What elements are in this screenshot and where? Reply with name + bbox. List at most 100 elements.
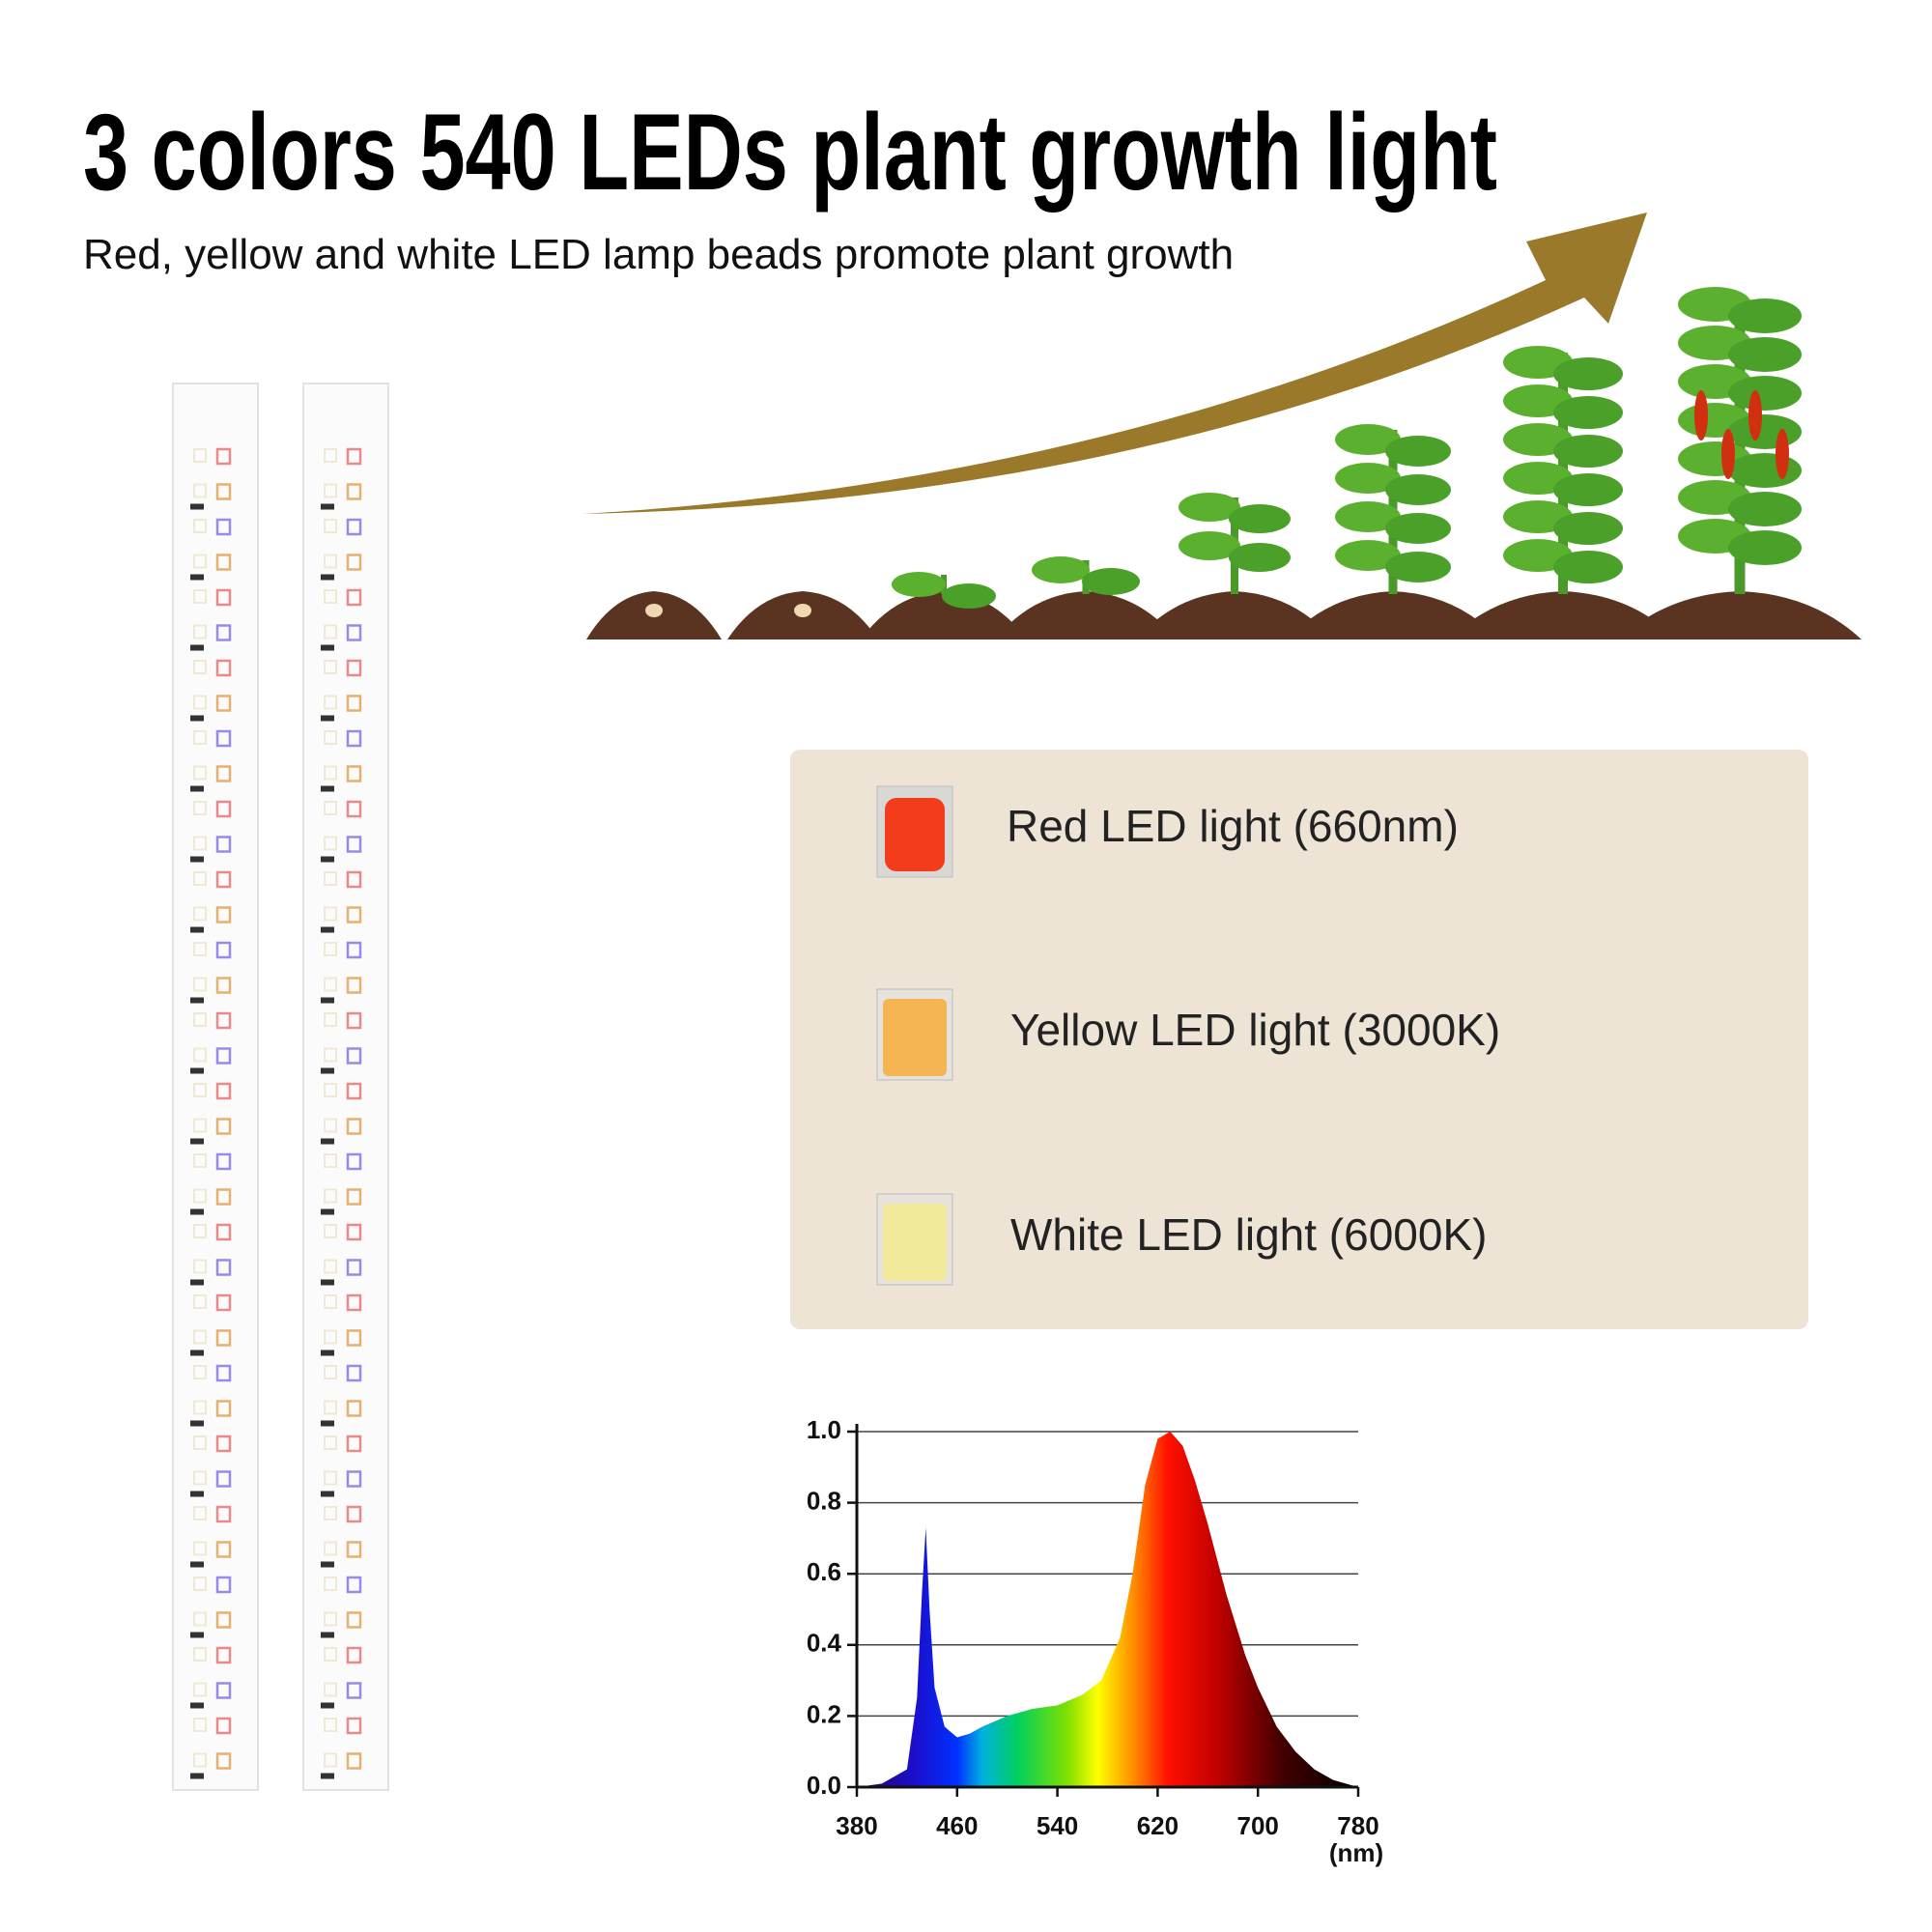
led-bead (215, 1682, 232, 1699)
led-bead (193, 1470, 207, 1486)
led-bead (324, 1153, 337, 1168)
legend-label: Yellow LED light (3000K) (1010, 1005, 1500, 1055)
resistor (190, 1067, 204, 1074)
led-icon (876, 1193, 953, 1286)
leaf (942, 583, 996, 609)
leaf (1553, 357, 1623, 390)
soil (1287, 591, 1499, 639)
led-bead (324, 942, 337, 956)
led-bead (193, 1259, 207, 1274)
led-bead (193, 1400, 207, 1415)
resistor (190, 503, 204, 510)
led-bead (215, 1505, 232, 1523)
led-bead (215, 1011, 232, 1030)
led-bead (324, 554, 337, 569)
led-bead (346, 906, 362, 923)
pepper (1721, 429, 1735, 479)
leaf (1728, 414, 1802, 449)
legend-label: White LED light (6000K) (1010, 1209, 1487, 1260)
leaf (1728, 453, 1802, 488)
x-tick-label: 540 (1037, 1811, 1078, 1840)
seed (794, 604, 811, 617)
led-bead (346, 941, 362, 959)
resistor (321, 1279, 334, 1286)
led-bead (215, 1400, 232, 1417)
led-bead (193, 836, 207, 851)
led-strips (172, 383, 389, 1791)
resistor (190, 715, 204, 722)
growth-arrow (582, 213, 1647, 514)
led-bead (324, 836, 337, 851)
led-bead (346, 1435, 362, 1453)
led-bead (346, 1082, 362, 1100)
led-bead (215, 1752, 232, 1770)
led-bead (215, 800, 232, 818)
led-bead (193, 1647, 207, 1662)
led-bead (346, 1223, 362, 1241)
led-bead (346, 447, 362, 466)
resistor (190, 1491, 204, 1497)
led-bead (215, 483, 232, 500)
led-bead (193, 624, 207, 639)
led-bead (346, 800, 362, 818)
led-bead (346, 1682, 362, 1699)
resistor (321, 785, 334, 792)
leaf (1335, 424, 1401, 455)
led-bead (324, 1259, 337, 1274)
resistor (321, 997, 334, 1004)
led-icon (876, 988, 953, 1081)
resistor (321, 1350, 334, 1356)
led-bead (193, 765, 207, 781)
led-bead (215, 624, 232, 641)
led-bead (215, 1082, 232, 1100)
led-bead (324, 1224, 337, 1238)
led-bead (215, 1717, 232, 1735)
led-bead (324, 483, 337, 498)
led-bead (346, 1470, 362, 1488)
leaf (1229, 504, 1291, 533)
leaf (1728, 376, 1802, 411)
led-bead (193, 1752, 207, 1768)
resistor (190, 1773, 204, 1779)
resistor (190, 1279, 204, 1286)
led-bead (193, 906, 207, 922)
led-icon (876, 785, 953, 878)
led-bead (324, 801, 337, 815)
led-bead (193, 730, 207, 745)
led-bead (193, 1682, 207, 1697)
led-bead (193, 1435, 207, 1450)
leaf (1032, 556, 1090, 583)
led-bead (346, 1152, 362, 1171)
led-bead (346, 554, 362, 571)
x-tick-label: 620 (1137, 1811, 1179, 1840)
led-bead (215, 906, 232, 923)
y-tick-label: 0.0 (807, 1771, 841, 1800)
led-bead (215, 659, 232, 677)
led-bead (324, 871, 337, 886)
led-bead (346, 765, 362, 782)
leaf (1728, 337, 1802, 372)
led-bead (346, 729, 362, 748)
soil (995, 591, 1177, 639)
resistor (190, 1632, 204, 1638)
led-bead (324, 1047, 337, 1063)
led-bead (324, 765, 337, 781)
resistor (321, 1491, 334, 1497)
led-bead (324, 1188, 337, 1204)
led-bead (346, 1047, 362, 1065)
led-bead (324, 1400, 337, 1415)
soil (1136, 591, 1333, 639)
resistor (321, 1632, 334, 1638)
x-tick-label: 380 (836, 1811, 877, 1840)
led-bead (346, 1752, 362, 1770)
led-bead (346, 1505, 362, 1523)
resistor (321, 1561, 334, 1568)
led-bead (324, 1118, 337, 1133)
leaf (1082, 568, 1140, 595)
led-bead (324, 1083, 337, 1097)
led-bead (324, 695, 337, 710)
leaf (1179, 493, 1240, 522)
led-bead (193, 977, 207, 992)
led-bead (346, 1400, 362, 1417)
